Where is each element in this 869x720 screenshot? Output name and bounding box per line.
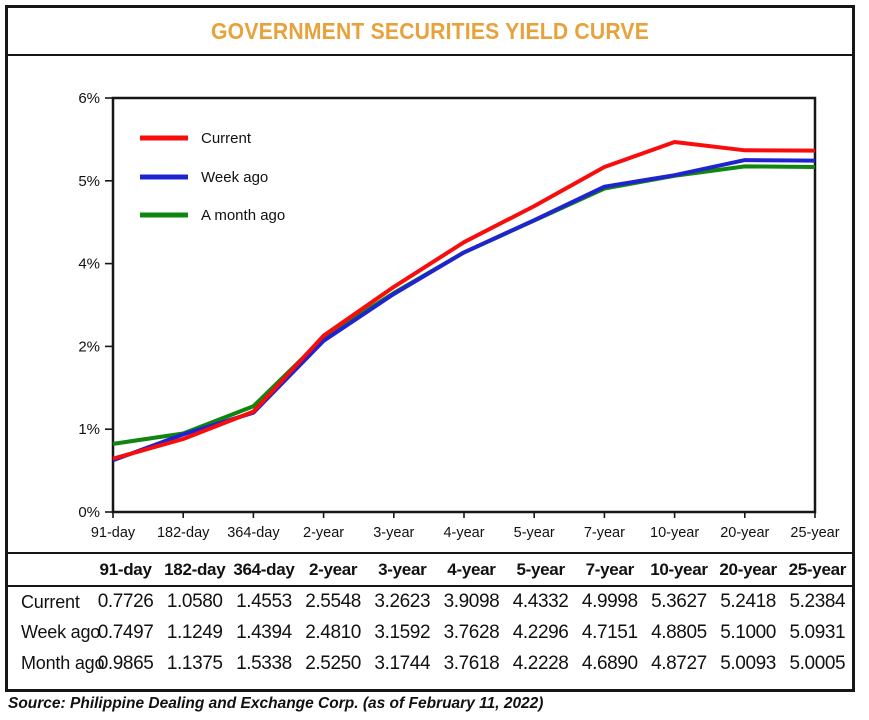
table-cell: 4.8727 <box>651 652 707 674</box>
column-header: 5-year <box>506 553 576 587</box>
chart-panel: GOVERNMENT SECURITIES YIELD CURVE 6% 5% 4%… <box>5 5 855 692</box>
column-header: 91-day <box>91 553 161 587</box>
y-tick-label: 0% <box>78 504 100 521</box>
table-cell: 2.5548 <box>305 591 361 612</box>
x-tick-label: 10-year <box>650 525 699 541</box>
table-row: Week ago 0.7497 1.1249 1.4394 2.4810 3.1592 3.… <box>8 617 852 648</box>
series-line-current <box>112 140 816 461</box>
table-cell: 1.4394 <box>236 621 292 643</box>
legend-label: Current <box>201 130 252 147</box>
chart-title: GOVERNMENT SECURITIES YIELD CURVE <box>211 17 649 44</box>
table-cell: 5.0093 <box>720 652 776 674</box>
table-cell: 4.6890 <box>581 652 638 674</box>
y-tick-label: 5% <box>78 173 100 190</box>
yield-table: 91-day 182-day 364-day 2-year 3-year 4-year 5-… <box>8 552 852 679</box>
table-row: Current 0.7726 1.0580 1.4553 2.5548 3.2623 3.9… <box>8 586 852 617</box>
table-cell: 1.1375 <box>166 652 223 674</box>
table-cell: 5.2418 <box>720 591 776 612</box>
table-cell: 1.1249 <box>166 621 223 643</box>
table-cell: 0.9865 <box>97 652 154 674</box>
table-cell: 3.2623 <box>374 591 431 612</box>
x-tick-label: 4-year <box>443 525 484 541</box>
y-tick-label: 1% <box>78 421 100 438</box>
table-cell: 5.0005 <box>789 652 846 674</box>
table-corner-cell <box>8 553 91 587</box>
table-cell: 2.4810 <box>305 621 361 643</box>
x-tick-label: 182-day <box>157 525 210 541</box>
table-cell: 3.7618 <box>443 652 500 674</box>
x-tick-label: 25-year <box>790 525 839 541</box>
column-header: 364-day <box>229 553 299 587</box>
column-header: 25-year <box>782 553 852 587</box>
table-cell: 4.8805 <box>651 621 707 643</box>
column-header: 20-year <box>713 553 783 587</box>
column-header: 182-day <box>160 553 230 587</box>
column-header: 4-year <box>436 553 507 587</box>
legend-label: A month ago <box>201 207 285 224</box>
table-cell: 3.1592 <box>374 621 431 643</box>
x-tick-label: 364-day <box>227 525 280 541</box>
column-header: 10-year <box>644 553 714 587</box>
table-header-row: 91-day 182-day 364-day 2-year 3-year 4-year 5-… <box>8 553 852 587</box>
source-note: Source: Philippine Dealing and Exchange … <box>8 695 544 712</box>
table-cell: 3.9098 <box>443 591 500 612</box>
column-header: 3-year <box>367 553 437 587</box>
table-cell: 5.2384 <box>789 591 846 612</box>
table-cell: 2.5250 <box>305 652 361 674</box>
table-cell: 1.4553 <box>236 591 292 612</box>
x-tick-label: 91-day <box>91 525 136 541</box>
row-label: Current <box>21 591 80 612</box>
y-tick-label: 2% <box>78 338 100 355</box>
table-cell: 0.7497 <box>97 621 154 643</box>
plot-frame <box>111 96 817 514</box>
row-label: Month ago <box>21 653 105 673</box>
y-tick-label: 6% <box>78 90 100 107</box>
table-cell: 4.2228 <box>512 652 569 674</box>
x-tick-label: 2-year <box>303 525 344 541</box>
y-tick-label: 4% <box>78 256 100 273</box>
table-cell: 3.7628 <box>443 621 500 643</box>
x-tick-label: 20-year <box>720 525 769 541</box>
column-header: 2-year <box>298 553 368 587</box>
row-label: Week ago <box>21 622 101 642</box>
x-tick-label: 3-year <box>373 525 414 541</box>
table-cell: 4.7151 <box>581 621 638 643</box>
table-cell: 5.1000 <box>720 621 776 643</box>
table-cell: 1.5338 <box>236 652 292 674</box>
series-line-week-ago <box>112 158 816 463</box>
table-cell: 0.7726 <box>97 591 154 612</box>
table-cell: 5.0931 <box>789 621 846 643</box>
x-tick-label: 7-year <box>584 525 625 541</box>
yield-curve-chart: 6% 5% 4% 2% 1% 0% 91-day 182-day 364-day 2-year 3-… <box>78 90 839 541</box>
legend-label: Week ago <box>201 169 268 186</box>
table-cell: 1.0580 <box>166 591 223 612</box>
table-row: Month ago 0.9865 1.1375 1.5338 2.5250 3.1744 3… <box>8 648 852 679</box>
table-cell: 3.1744 <box>374 652 431 674</box>
column-header: 7-year <box>575 553 645 587</box>
table-cell: 5.3627 <box>651 591 707 612</box>
table-cell: 4.2296 <box>512 621 569 643</box>
title-bar: GOVERNMENT SECURITIES YIELD CURVE <box>8 8 852 56</box>
x-tick-label: 5-year <box>514 525 555 541</box>
table-cell: 4.4332 <box>512 591 569 612</box>
table-cell: 4.9998 <box>581 591 638 612</box>
